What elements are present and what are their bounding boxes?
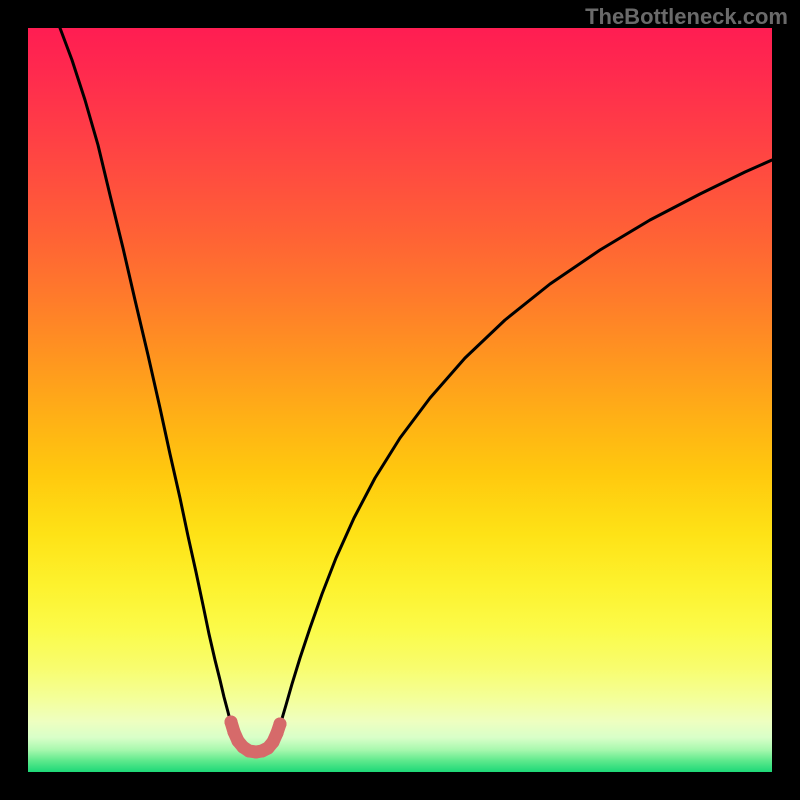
- plot-background: [28, 28, 772, 772]
- chart-container: TheBottleneck.com: [0, 0, 800, 800]
- bottom-marker-dot: [274, 718, 287, 731]
- bottleneck-chart: [0, 0, 800, 800]
- watermark-text: TheBottleneck.com: [585, 4, 788, 30]
